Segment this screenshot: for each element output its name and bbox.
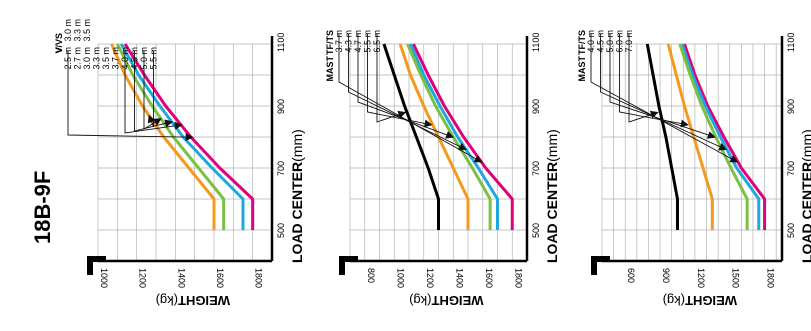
weight-tick-label: 1200 [425, 268, 435, 288]
load-center-tick-label: 1100 [786, 33, 796, 52]
load-center-tick-label: 900 [276, 99, 286, 114]
load-center-tick-label: 900 [786, 99, 796, 114]
load-center-axis-label: LOAD CENTER [544, 162, 560, 263]
mast-height-label-alt: 3.0 m [63, 19, 73, 42]
weight-tick-label: 1200 [138, 268, 148, 288]
mast-height-label: 2.7 m [73, 47, 83, 70]
weight-tick-label: 1500 [731, 268, 741, 288]
weight-axis-title: WEIGHT(kg) [409, 293, 483, 308]
load-center-axis-unit: (mm) [544, 129, 560, 162]
weight-tick-label: 1400 [454, 268, 464, 288]
weight-axis-label: WEIGHT [178, 293, 230, 308]
load-center-tick-label: 500 [531, 223, 541, 238]
weight-tick-label: 900 [661, 268, 671, 283]
weight-tick-label: 1000 [99, 268, 109, 288]
weight-axis-unit: (kg) [156, 293, 178, 308]
load-center-tick-label: 700 [531, 161, 541, 176]
load-center-axis-unit: (mm) [289, 129, 305, 162]
load-center-tick-label: 700 [786, 161, 796, 176]
load-center-tick-label: 700 [276, 161, 286, 176]
weight-tick-label: 1400 [176, 268, 186, 288]
mast-height-label: 3.3 m [92, 47, 102, 70]
mast-height-label: 3.5 m [101, 47, 111, 70]
load-center-axis-label: LOAD CENTER [289, 162, 305, 263]
load-center-axis-title: LOAD CENTER(mm) [799, 129, 811, 263]
weight-axis-title: WEIGHT(kg) [663, 293, 737, 308]
mast-height-label: 3.0 m [82, 47, 92, 70]
weight-tick-label: 1800 [254, 268, 264, 288]
weight-axis-unit: (kg) [409, 293, 431, 308]
mast-height-label-alt: 3.5 m [82, 19, 92, 42]
weight-tick-label: 600 [626, 268, 636, 283]
weight-axis-title: WEIGHT(kg) [156, 293, 230, 308]
weight-axis-label: WEIGHT [431, 293, 483, 308]
chart-2: 800 1000 1200 1400 1600 1800 500 700 900 1100 LOAD… [325, 30, 560, 308]
weight-tick-label: 1600 [484, 268, 494, 288]
load-center-tick-label: 1100 [531, 33, 541, 52]
weight-tick-label: 1600 [215, 268, 225, 288]
load-center-axis-unit: (mm) [799, 129, 811, 162]
weight-axis-unit: (kg) [663, 293, 685, 308]
origin-bracket [342, 259, 358, 275]
load-center-tick-label: 500 [276, 223, 286, 238]
mast-header-col2: MAST [577, 56, 587, 82]
load-center-axis-title: LOAD CENTER(mm) [544, 129, 560, 263]
load-center-axis-title: LOAD CENTER(mm) [289, 129, 305, 263]
load-center-axis-label: LOAD CENTER [799, 162, 811, 263]
weight-axis-label: WEIGHT [685, 293, 737, 308]
weight-tick-label: 800 [366, 268, 376, 283]
weight-tick-label: 1000 [395, 268, 405, 288]
mast-height-label: 3.7 m [111, 47, 121, 70]
load-center-tick-label: 1100 [276, 33, 286, 52]
chart-1: 1000 1200 1400 1600 1800 500 700 900 1100 LOAD CE… [54, 19, 305, 308]
weight-tick-label: 1800 [766, 268, 776, 288]
load-center-tick-label: 900 [531, 99, 541, 114]
chart-3: 600 900 1200 1500 1800 500 700 900 1100 LOAD CENT… [577, 30, 811, 308]
origin-bracket [594, 259, 610, 275]
weight-tick-label: 1200 [696, 268, 706, 288]
load-center-tick-label: 500 [786, 223, 796, 238]
mast-header-col2: MAST [325, 56, 335, 82]
model-title: 18B-9F [30, 171, 55, 244]
mast-height-label-alt: 3.3 m [73, 19, 83, 42]
weight-tick-label: 1800 [513, 268, 523, 288]
